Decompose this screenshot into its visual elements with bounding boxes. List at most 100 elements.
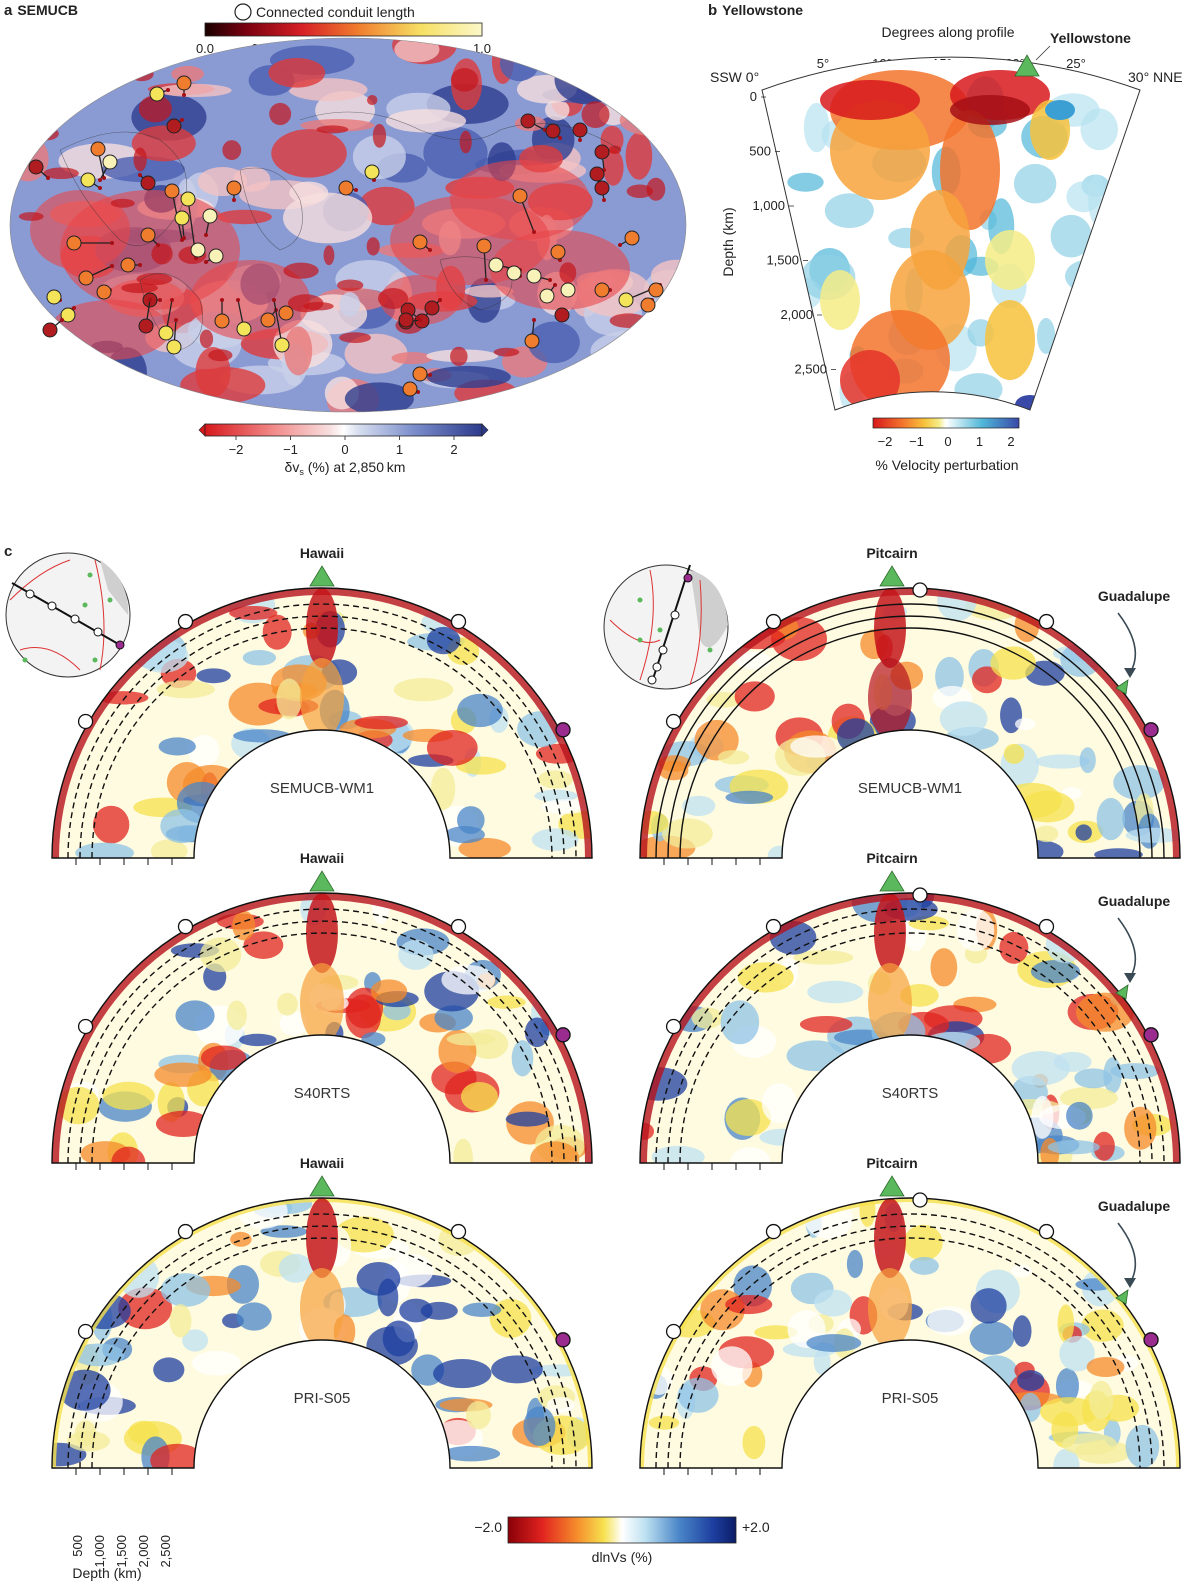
section-endpoint-marker [555,1332,571,1348]
dvs-tick-label: −1 [283,442,298,457]
section-model-label: SEMUCB-WM1 [270,780,374,797]
guadalupe-triangle-icon [1115,679,1129,695]
section-site-label: Pitcairn [866,850,917,866]
yellowstone-site-label: Yellowstone [1050,30,1131,46]
section-distance-marker [77,713,94,730]
hotspot-dot [208,248,224,264]
tomography-map [10,38,686,412]
hotspot-dot [260,312,276,328]
dvs-colorbar-ticks: −2 −1 0 1 2 [229,436,458,457]
hotspot-dot [488,257,504,273]
hotspot-dot [424,300,440,316]
panel-b-title: Yellowstone [722,2,803,18]
section-endpoint-marker [1143,1027,1159,1043]
dvs-colorbar-arrow-left [198,423,206,437]
hotspot-dot [190,242,206,258]
section-distance-marker [665,713,682,730]
dvs-colorbar-label: δvs (%) at 2,850 km [285,459,406,477]
cross-section-left-row1: Hawaii SEMUCB-WM1 [51,545,593,865]
velocity-colorbar-ticks: −2 −1 0 1 2 [878,434,1015,449]
cross-section-right-row2: Pitcairn Guadalupe S40RTS [639,850,1181,1170]
section-endpoint-marker [555,722,571,738]
section-distance-marker [450,613,467,630]
depth-axis-label: Depth (km) [720,207,736,276]
hotspot-dot [526,268,542,284]
hotspot-dot [545,123,561,139]
cross-section-left-row2: Hawaii S40RTS [51,850,593,1170]
velocity-tick: 1 [976,434,983,449]
section-distance-marker [665,1323,682,1340]
hotspot-dot [46,289,62,305]
legend-circle-icon [234,3,252,21]
depth-tick: 2,500 [794,362,827,377]
hotspot-dot [180,191,196,207]
hotspot-dot [364,164,380,180]
depth-tick: 0 [750,89,757,104]
hotspot-dot [80,172,96,188]
section-model-label: PRI-S05 [882,1390,939,1407]
depth-tick: 1,500 [766,253,799,268]
depth-tick-labels: 0 500 1,000 1,500 2,000 2,500 [749,89,836,377]
hotspot-dot [560,282,576,298]
section-endpoint-marker [555,1027,571,1043]
dlnvs-colorbar [507,1516,737,1544]
hotspot-dot [90,141,106,157]
hotspot-dot [594,180,610,196]
hotspot-dot [338,180,354,196]
hotspot-dot [648,282,664,298]
velocity-colorbar-label: % Velocity perturbation [875,457,1018,473]
hotspot-dot [594,144,610,160]
section-distance-marker [77,1018,94,1035]
hotspot-dot [594,282,610,298]
hotspot-dot [214,313,230,329]
hotspot-dot [412,234,428,250]
depth-tick: 1,000 [752,198,785,213]
dvs-colorbar [204,423,483,437]
hotspot-dot [618,292,634,308]
hotspot-dot [550,244,566,260]
hotspot-dot [138,318,154,334]
hotspot-dot [640,297,656,313]
section-distance-marker [177,918,194,935]
cross-section-outline [761,56,1141,411]
hotspot-dot [476,238,492,254]
hotspot-dot [589,166,605,182]
section-distance-marker [665,1018,682,1035]
section-model-label: PRI-S05 [294,1390,351,1407]
dlnvs-max-label: +2.0 [742,1519,770,1535]
hotspot-triangle-icon [879,1175,905,1197]
degree-tick: 25° [1066,56,1086,71]
degree-tick: 5° [817,56,829,71]
hotspot-dot [274,337,290,353]
section-model-label: S40RTS [294,1085,350,1102]
section-site-label: Pitcairn [866,1155,917,1171]
panel-a-title: SEMUCB [17,2,78,18]
section-depth-tick: 2,000 [136,1535,151,1568]
hotspot-dot [78,270,94,286]
hotspot-markers [28,75,664,397]
globe-inset-left [5,552,131,678]
section-depth-tick: 1,500 [114,1535,129,1568]
hotspot-dot [166,118,182,134]
hotspot-dot [524,333,540,349]
section-distance-marker [450,918,467,935]
guadalupe-label: Guadalupe [1098,893,1171,909]
guadalupe-label: Guadalupe [1098,1198,1171,1214]
hotspot-dot [28,159,44,175]
section-endpoint-marker [1143,1332,1159,1348]
hotspot-dot [506,265,522,281]
section-distance-marker [765,613,782,630]
velocity-tick: 2 [1007,434,1014,449]
panel-c-letter: c [4,543,12,560]
section-distance-marker [1038,918,1055,935]
section-distance-marker [1038,1223,1055,1240]
velocity-tick: −2 [878,434,893,449]
hotspot-dot [520,113,536,129]
section-site-label: Pitcairn [866,545,917,561]
hotspot-dot [60,307,76,323]
dvs-tick-label: −2 [229,442,244,457]
hotspot-dot [42,322,58,338]
